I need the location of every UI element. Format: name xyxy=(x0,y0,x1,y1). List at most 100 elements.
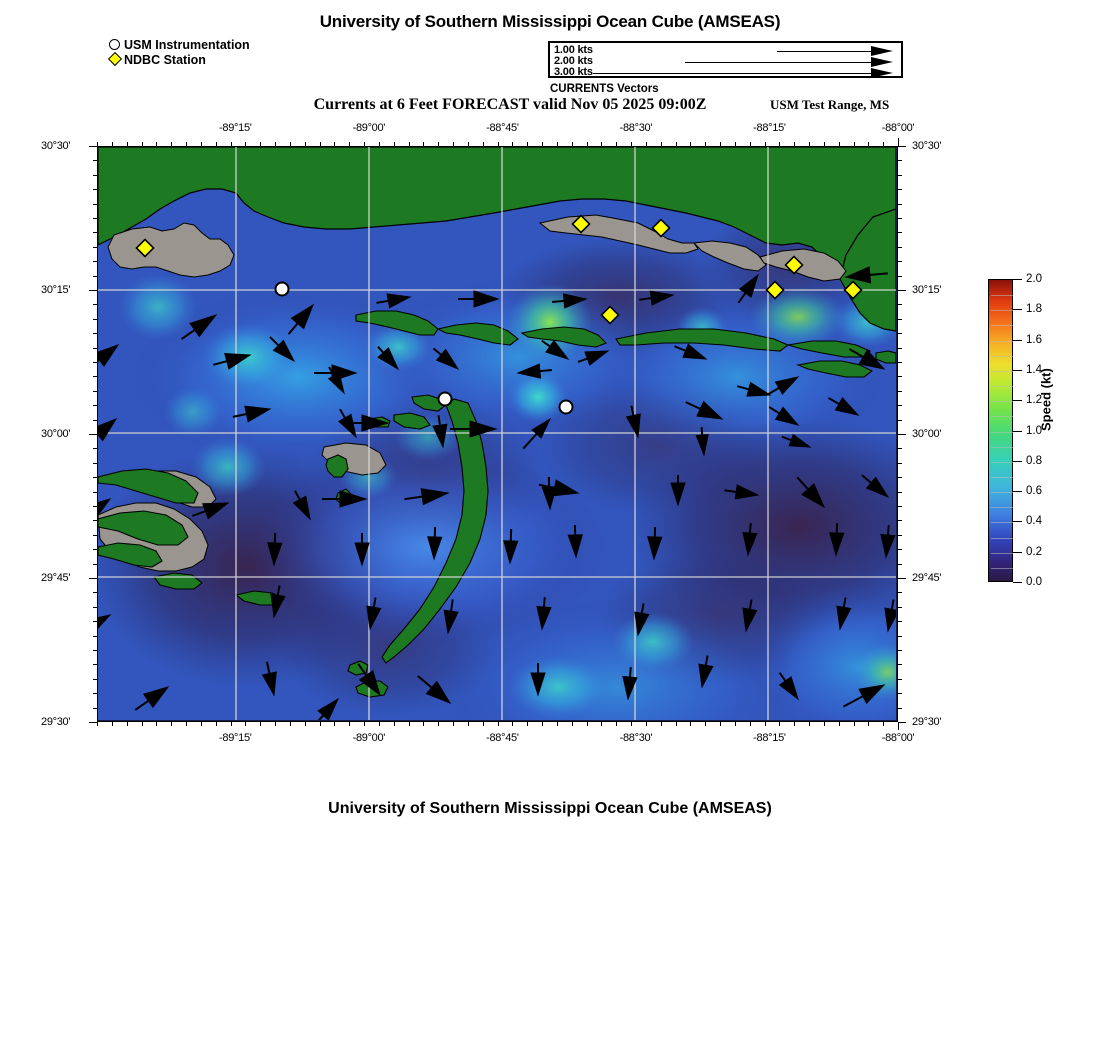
ndbc-station-marker xyxy=(784,255,804,275)
y-axis-label: 30°15' xyxy=(41,284,71,296)
y-axis-label: 29°45' xyxy=(912,572,942,584)
vector-scale-legend: 1.00 kts 2.00 kts 3.00 kts xyxy=(548,41,903,78)
colorbar-tick-label: 0.8 xyxy=(1026,454,1042,467)
x-axis-label: -89°00' xyxy=(352,732,386,744)
speed-colorbar: 2.0 1.8 1.6 1.4 1.2 1.0 0.8 0.6 0.4 0.2 0.0 Speed … xyxy=(988,273,1098,589)
vector-scale-label-1: 1.00 kts xyxy=(554,44,593,56)
y-axis-label: 30°00' xyxy=(912,428,942,440)
x-axis-label: -89°15' xyxy=(219,732,252,744)
usm-station-marker xyxy=(558,399,574,415)
y-axis-ticks-right xyxy=(898,146,906,723)
colorbar-tick xyxy=(1013,400,1022,402)
colorbar-band-seam xyxy=(990,461,1013,463)
x-axis-label: -88°00' xyxy=(881,732,915,744)
colorbar-tick-label: 1.8 xyxy=(1026,303,1042,316)
x-axis-label: -88°15' xyxy=(753,122,786,134)
colorbar-tick-label: 0.2 xyxy=(1026,545,1042,558)
colorbar-tick-label: 2.0 xyxy=(1026,273,1042,285)
colorbar-band-seam xyxy=(990,507,1013,509)
usm-station-marker xyxy=(274,281,290,297)
colorbar-tick-label: 0.6 xyxy=(1026,485,1042,498)
y-axis-label: 30°15' xyxy=(912,284,942,296)
colorbar-band-seam xyxy=(990,416,1013,418)
colorbar-tick-label: 0.4 xyxy=(1026,515,1042,528)
map-plot: -89°15' -89°00' -88°45' -88°30' -88°15' -88°0… xyxy=(41,122,941,744)
y-axis-label: 30°30' xyxy=(41,140,71,152)
subtitle-row: Currents at 6 Feet FORECAST valid Nov 05… xyxy=(0,96,1100,116)
ndbc-station-markers xyxy=(135,214,863,325)
colorbar-tick-label: 1.0 xyxy=(1026,424,1042,437)
legend-item-ndbc: NDBC Station xyxy=(107,51,250,68)
x-axis-label: -88°00' xyxy=(881,122,915,134)
y-axis-label: 29°30' xyxy=(41,716,71,728)
colorbar-band-seam xyxy=(990,370,1013,372)
footer-title: University of Southern Mississippi Ocean… xyxy=(328,800,772,817)
colorbar-band-seam xyxy=(990,310,1013,312)
colorbar-band-seam xyxy=(990,537,1013,539)
colorbar-band-seam xyxy=(990,476,1013,478)
vector-legend-caption: CURRENTS Vectors xyxy=(550,83,659,95)
colorbar-band-seam xyxy=(990,340,1013,342)
colorbar-gradient xyxy=(988,279,1013,582)
legend-label-usm: USM Instrumentation xyxy=(124,38,250,52)
current-vectors xyxy=(98,266,896,720)
map-gridlines xyxy=(98,147,896,720)
colorbar-tick xyxy=(1013,309,1022,311)
legend-item-usm: USM Instrumentation xyxy=(108,38,250,53)
colorbar-tick xyxy=(1013,582,1022,583)
ndbc-diamond-icon xyxy=(107,51,124,68)
ndbc-station-marker xyxy=(135,238,155,258)
colorbar-tick-label: 1.2 xyxy=(1026,394,1042,407)
colorbar-band-seam xyxy=(990,355,1013,357)
x-axis-label: -88°45' xyxy=(486,122,519,134)
colorbar-tick xyxy=(1013,551,1022,553)
x-axis-label: -88°45' xyxy=(486,732,519,744)
vector-scale-label-2: 2.00 kts xyxy=(554,55,593,67)
colorbar-tick xyxy=(1013,430,1022,432)
colorbar-tick xyxy=(1013,491,1022,493)
y-axis-label: 30°30' xyxy=(912,140,942,152)
x-axis-label: -89°00' xyxy=(352,122,386,134)
colorbar-band-seam xyxy=(990,325,1013,327)
forecast-subtitle: Currents at 6 Feet FORECAST valid Nov 05… xyxy=(313,96,707,113)
y-axis-label: 29°45' xyxy=(41,572,71,584)
colorbar-tick-label: 1.6 xyxy=(1026,333,1042,346)
vector-scale-row-2: 2.00 kts xyxy=(550,55,901,68)
vector-shaft-1 xyxy=(777,51,873,52)
ndbc-station-marker xyxy=(600,305,620,325)
map-canvas[interactable] xyxy=(97,146,898,722)
colorbar-band-seam xyxy=(990,492,1013,494)
vector-scale-row-1: 1.00 kts xyxy=(550,44,901,57)
y-axis-ticks-left xyxy=(89,146,97,723)
x-axis-label: -88°30' xyxy=(619,122,653,134)
vector-shaft-2 xyxy=(685,62,873,63)
colorbar-tick xyxy=(1013,521,1022,523)
barrier-islands xyxy=(98,310,896,698)
vector-arrowhead-1 xyxy=(871,46,893,56)
colorbar-tick xyxy=(1013,460,1022,462)
ndbc-station-marker xyxy=(651,218,671,238)
colorbar-tick-label: 0.0 xyxy=(1026,576,1042,588)
x-axis-label: -88°15' xyxy=(753,732,786,744)
vector-arrowhead-2 xyxy=(871,57,893,67)
colorbar-axis-label: Speed (kt) xyxy=(1038,368,1054,431)
colorbar-band-seam xyxy=(990,567,1013,569)
y-axis-label: 29°30' xyxy=(912,716,942,728)
x-axis-label: -88°30' xyxy=(619,732,653,744)
colorbar-band-seam xyxy=(990,386,1013,388)
vector-arrowhead-3 xyxy=(871,68,893,78)
usm-circle-icon xyxy=(108,38,124,53)
y-axis-label: 30°00' xyxy=(41,428,71,440)
station-legend: USM Instrumentation NDBC Station xyxy=(107,38,250,68)
vector-scale-label-3: 3.00 kts xyxy=(554,66,593,78)
colorbar-band-seam xyxy=(990,552,1013,554)
x-axis-ticks-top xyxy=(97,138,899,146)
vector-scale-row-3: 3.00 kts xyxy=(550,66,901,79)
colorbar-tick xyxy=(1013,279,1022,280)
colorbar-band-seam xyxy=(990,401,1013,403)
ndbc-station-marker xyxy=(571,214,591,234)
legend-label-ndbc: NDBC Station xyxy=(124,53,206,67)
region-label: USM Test Range, MS xyxy=(770,97,890,112)
map-svg xyxy=(98,147,896,720)
x-axis-label: -89°15' xyxy=(219,122,252,134)
